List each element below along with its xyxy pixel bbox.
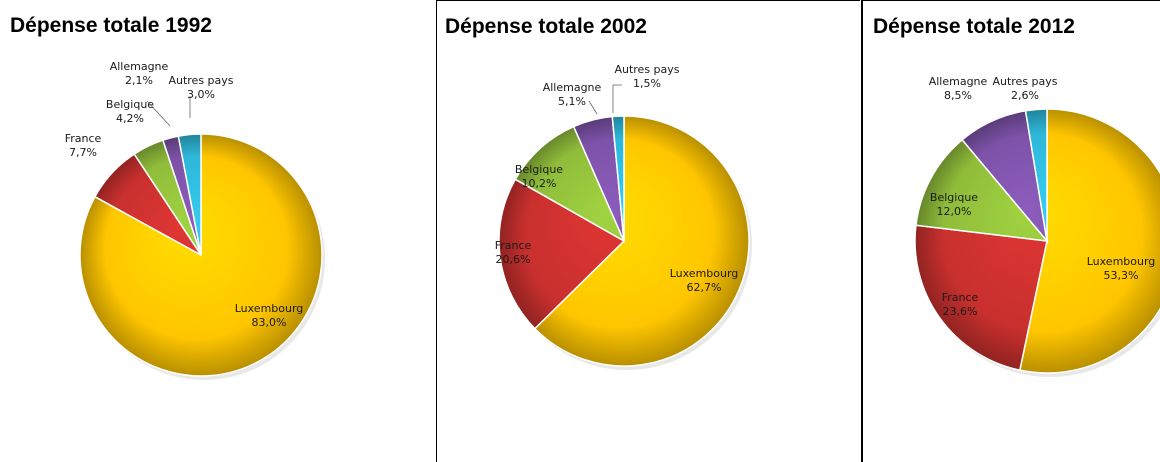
data-label-luxembourg-1992: Luxembourg 83,0% [235, 302, 304, 329]
pie-slice-france-2002 [498, 178, 626, 330]
pie-chart-2002: Luxembourg 62,7% France 20,6% Belgique 10,2% A… [495, 63, 752, 370]
pie-slice-belgique-2012 [915, 138, 1049, 242]
data-label-belgique-1992: Belgique 4,2% [106, 98, 154, 125]
data-label-france-1992: France 7,7% [65, 132, 102, 159]
data-label-luxembourg-2002: Luxembourg 62,7% [670, 267, 739, 294]
pie-slice-luxembourg-2012 [1018, 108, 1160, 374]
data-label-france-2012: France 23,6% [942, 291, 979, 318]
data-label-allemagne-2002: Allemagne 5,1% [543, 81, 602, 108]
pie-chart-2012: Luxembourg 53,3% France 23,6% Belgique 12,0% A… [914, 75, 1160, 377]
data-label-belgique-2002: Belgique 10,2% [515, 163, 563, 190]
data-label-belgique-2012: Belgique 12,0% [930, 191, 978, 218]
chart-panel-2002: Luxembourg 62,7% France 20,6% Belgique 10,2% A… [436, 0, 860, 462]
chart-title-2012: Dépense totale 2012 [873, 15, 1075, 38]
data-label-allemagne-1992: Allemagne 2,1% [110, 60, 169, 87]
data-label-luxembourg-2012: Luxembourg 53,3% [1087, 255, 1156, 282]
pie-slice-autres-pays-1992 [177, 133, 202, 256]
data-label-autres-pays-2002: Autres pays 1,5% [614, 63, 679, 90]
chart-title-1992: Dépense totale 1992 [10, 14, 212, 37]
data-label-autres-pays-2012: Autres pays 2,6% [992, 75, 1057, 102]
pie-slice-france-2012 [914, 224, 1048, 372]
data-label-autres-pays-1992: Autres pays 3,0% [168, 74, 233, 101]
pie-slice-luxembourg-2002 [533, 115, 750, 367]
data-label-france-2002: France 20,6% [495, 239, 532, 266]
chart-title-2002: Dépense totale 2002 [445, 15, 647, 38]
leader-line-allemagne-1992 [146, 100, 171, 127]
leader-line-autres-pays-2002 [612, 84, 622, 113]
pie-slice-autres-pays-2012 [1024, 108, 1048, 242]
pie-slice-autres-pays-2002 [611, 115, 625, 242]
data-label-allemagne-2012: Allemagne 8,5% [929, 75, 988, 102]
chart-panel-2012: Luxembourg 53,3% France 23,6% Belgique 12,0% A… [861, 0, 1160, 462]
leader-line-allemagne-2002 [588, 100, 598, 115]
pie-chart-1992: Luxembourg 83,0% France 7,7%Belgique 4,2% All… [65, 60, 325, 380]
chart-panel-1992: Luxembourg 83,0% France 7,7% Belgique 4,2% All… [0, 0, 434, 461]
pie-slice-belgique-2002 [514, 125, 626, 243]
